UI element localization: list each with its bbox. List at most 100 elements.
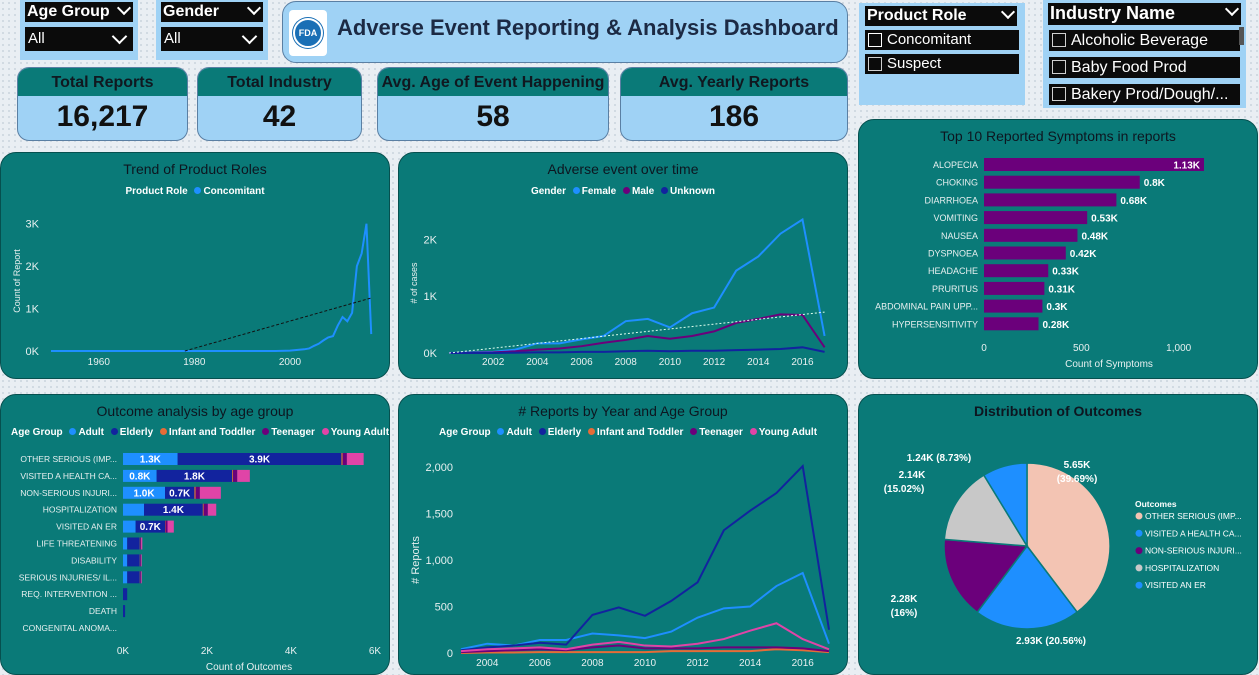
bar-segment: [341, 453, 343, 465]
bar-segment: [123, 453, 178, 465]
x-tick-label: 500: [1073, 343, 1090, 354]
series-line-unknown: [449, 346, 825, 354]
industry-option-baby-food[interactable]: Baby Food Prod: [1049, 57, 1240, 78]
chart-legend: Age Group Adult Elderly Infant and Toddl…: [11, 427, 389, 438]
panel-top-symptoms[interactable]: Top 10 Reported Symptoms in reports ALOP…: [858, 119, 1258, 379]
bar-segment: [123, 486, 165, 499]
bar-segment: [135, 520, 165, 533]
panel-reports-by-year-age[interactable]: # Reports by Year and Age Group Age Grou…: [398, 394, 848, 675]
bar-segment: [123, 520, 136, 533]
chart-title: Trend of Product Roles: [123, 161, 267, 177]
bar-segment: [199, 486, 221, 499]
product-role-option-suspect[interactable]: Suspect: [865, 54, 1019, 74]
page-title: Adverse Event Reporting & Analysis Dashb…: [337, 15, 839, 40]
legend-item: Young Adult: [758, 427, 818, 438]
chevron-down-icon[interactable]: [246, 0, 262, 16]
data-label: 0.3K: [1046, 302, 1068, 313]
legend-item: Adult: [506, 427, 532, 438]
industry-option-alcoholic[interactable]: Alcoholic Beverage: [1049, 30, 1240, 51]
x-tick-label: 2008: [581, 658, 604, 669]
category-label: SERIOUS INJURIES/ IL...: [19, 572, 117, 582]
y-tick-label: 2K: [26, 261, 40, 273]
x-tick-label: 2004: [476, 658, 499, 669]
y-tick-label: 0K: [424, 348, 438, 360]
data-label: 0.42K: [1070, 249, 1097, 260]
gender-dropdown[interactable]: All: [161, 27, 263, 51]
bar: [984, 317, 1039, 331]
chart-title: # Reports by Year and Age Group: [518, 403, 728, 419]
legend-item: HOSPITALIZATION: [1145, 563, 1219, 573]
data-label: 1.3K: [140, 455, 162, 466]
product-role-slicer-title: Product Role: [865, 4, 1017, 26]
slice-label: 2.14K: [899, 470, 926, 481]
slice-label: 2.93K (20.56%): [1016, 636, 1086, 647]
x-tick-label: 2012: [703, 357, 726, 368]
chart-title: Top 10 Reported Symptoms in reports: [940, 128, 1176, 144]
legend-title: Age Group: [11, 427, 63, 438]
legend-dot: [690, 428, 698, 435]
kpi-value: 16,217: [56, 100, 149, 133]
legend-dot: [623, 187, 631, 194]
checkbox[interactable]: [868, 57, 882, 71]
slice-label: 5.65K: [1064, 460, 1091, 471]
bar-segment: [140, 554, 141, 567]
bar: [984, 211, 1088, 225]
data-label: 1.4K: [163, 505, 185, 516]
legend-dot: [1135, 512, 1143, 520]
gender-slicer: Gender All: [156, 0, 268, 60]
checkbox[interactable]: [1052, 87, 1066, 101]
age-group-dropdown[interactable]: All: [25, 27, 133, 51]
legend-dot: [159, 428, 167, 435]
bar-segment: [127, 537, 140, 550]
x-tick-label: 2000: [279, 357, 302, 368]
checkbox-checked[interactable]: [868, 33, 882, 47]
legend-item: Elderly: [547, 427, 582, 438]
kpi-label: Total Reports: [18, 68, 187, 96]
bar: [984, 228, 1078, 242]
category-label: CONGENITAL ANOMA...: [23, 623, 117, 633]
category-label: HOSPITALIZATION: [43, 505, 117, 515]
chart-legend: Product Role Concomitant: [1, 186, 389, 197]
slice-label: 1.24K (8.73%): [907, 453, 971, 464]
x-tick-label: 2012: [686, 658, 709, 669]
chevron-down-icon[interactable]: [1224, 1, 1240, 17]
bar-segment: [207, 503, 217, 516]
checkbox[interactable]: [1052, 60, 1066, 74]
y-axis-label: Count of Report: [12, 249, 22, 313]
chevron-down-icon[interactable]: [116, 0, 132, 16]
chevron-down-icon[interactable]: [1000, 4, 1016, 20]
y-tick-label: 3K: [26, 219, 40, 231]
bar: [984, 299, 1043, 313]
series-line-teenager: [460, 644, 830, 654]
chart-legend: Gender Female Male Unknown: [399, 186, 847, 197]
category-label: ABDOMINAL PAIN UPP...: [875, 302, 978, 312]
bar-segment: [237, 469, 250, 482]
fda-logo: FDA: [289, 10, 327, 56]
industry-scrollbar[interactable]: [1239, 27, 1244, 45]
age-group-slicer: Age Group All: [20, 0, 138, 60]
product-role-slicer: Product Role Concomitant Suspect: [859, 3, 1025, 105]
panel-trend-product-roles[interactable]: Trend of Product Roles Product Role Conc…: [0, 152, 390, 379]
bar-segment: [141, 537, 143, 550]
panel-outcome-by-age[interactable]: Outcome analysis by age group Age Group …: [0, 394, 390, 675]
category-label: NON-SERIOUS INJURI...: [20, 488, 117, 498]
category-label: HEADACHE: [928, 266, 978, 276]
legend-item: Elderly: [119, 427, 154, 438]
bar-segment: [177, 453, 342, 465]
panel-adverse-event-over-time[interactable]: Adverse event over time Gender Female Ma…: [398, 152, 848, 379]
industry-name-slicer: Industry Name Alcoholic Beverage Baby Fo…: [1043, 0, 1246, 108]
legend-item: Teenager: [271, 427, 315, 438]
distribution-outcomes-chart: 5.65K (39.69%) 2.93K (20.56%) 2.28K (16%) 2.1…: [884, 453, 1242, 647]
data-label: 1.8K: [184, 471, 206, 482]
kpi-avg-age: Avg. Age of Event Happening 58: [377, 67, 609, 141]
product-role-option-concomitant[interactable]: Concomitant: [865, 30, 1019, 50]
bar-segment: [194, 486, 196, 499]
checkbox[interactable]: [1052, 33, 1066, 47]
y-tick-label: 2K: [424, 234, 438, 246]
y-tick-label: 1,000: [425, 555, 453, 567]
industry-option-bakery[interactable]: Bakery Prod/Dough/...: [1049, 84, 1240, 105]
category-label: VOMITING: [934, 213, 979, 223]
legend-item: VISITED AN ER: [1145, 580, 1206, 590]
kpi-label: Avg. Yearly Reports: [621, 68, 847, 96]
panel-distribution-outcomes[interactable]: Distribution of Outcomes 5.65K (39.69%) 2.…: [858, 394, 1258, 675]
